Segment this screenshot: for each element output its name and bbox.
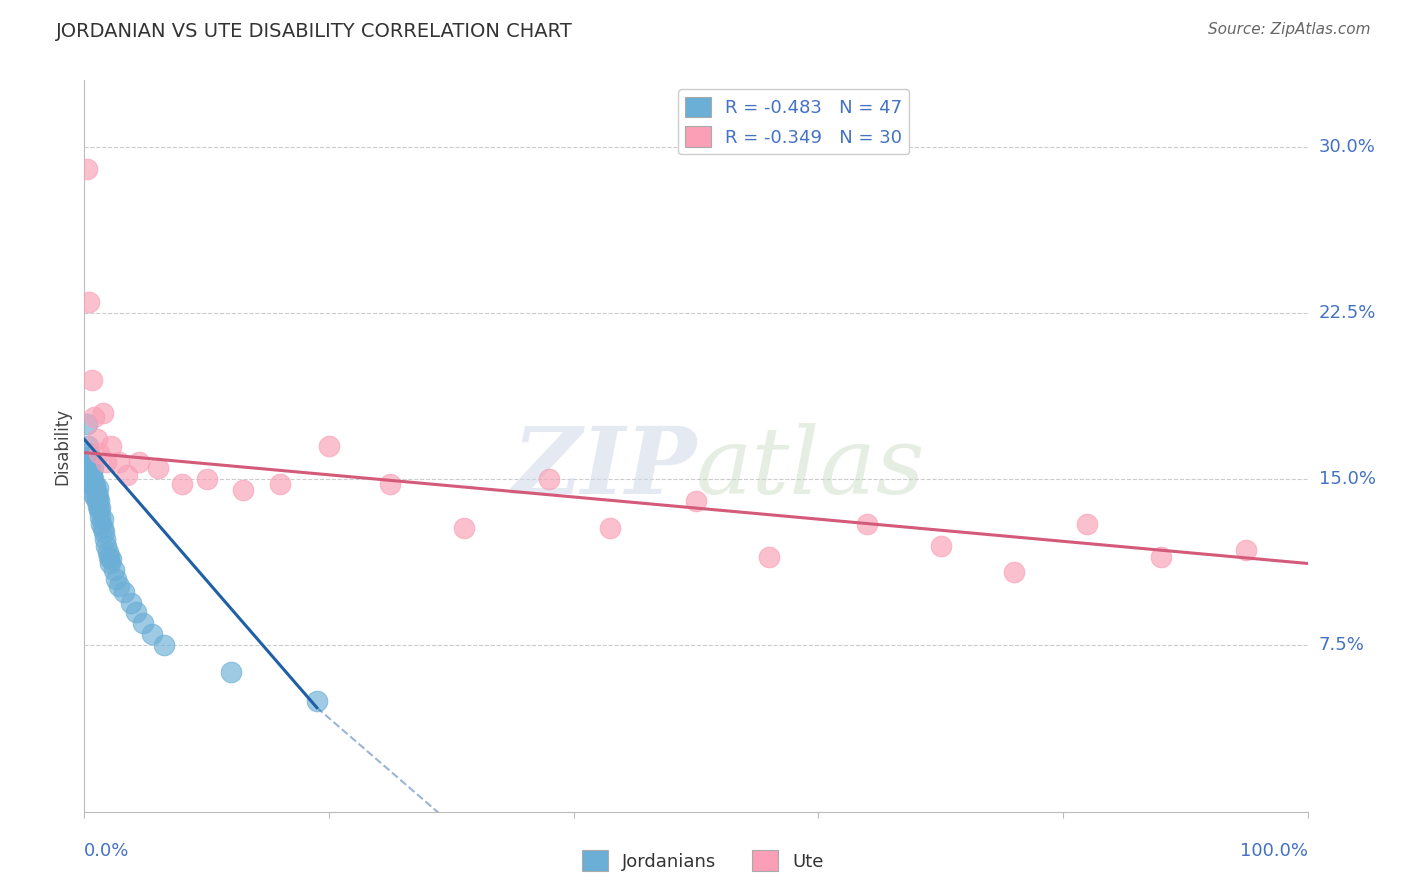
- Point: [172, 476, 194, 491]
- Point: [96, 539, 118, 553]
- Point: [87, 481, 110, 495]
- Point: [83, 476, 105, 491]
- Point: [112, 585, 135, 599]
- Point: [153, 639, 176, 653]
- Point: [97, 549, 120, 564]
- Point: [86, 485, 108, 500]
- Point: [105, 572, 128, 586]
- Text: atlas: atlas: [696, 423, 925, 513]
- Point: [76, 417, 98, 431]
- Point: [82, 461, 104, 475]
- Point: [1236, 543, 1258, 558]
- Point: [141, 627, 163, 641]
- Text: JORDANIAN VS UTE DISABILITY CORRELATION CHART: JORDANIAN VS UTE DISABILITY CORRELATION …: [56, 22, 574, 41]
- Text: 30.0%: 30.0%: [1319, 137, 1375, 156]
- Point: [87, 499, 110, 513]
- Point: [79, 461, 101, 475]
- Point: [86, 433, 108, 447]
- Point: [93, 525, 115, 540]
- Point: [91, 512, 114, 526]
- Point: [77, 454, 100, 468]
- Point: [89, 510, 111, 524]
- Point: [77, 439, 100, 453]
- Point: [87, 503, 110, 517]
- Point: [86, 494, 108, 508]
- Point: [87, 445, 110, 459]
- Point: [1150, 549, 1173, 564]
- Point: [94, 532, 117, 546]
- Point: [318, 439, 340, 453]
- Point: [120, 596, 142, 610]
- Point: [128, 454, 150, 468]
- Point: [84, 490, 107, 504]
- Point: [269, 476, 291, 491]
- Text: 7.5%: 7.5%: [1319, 637, 1365, 655]
- Point: [87, 494, 110, 508]
- Point: [125, 605, 148, 619]
- Text: ZIP: ZIP: [512, 423, 696, 513]
- Point: [107, 579, 129, 593]
- Point: [856, 516, 879, 531]
- Point: [80, 476, 103, 491]
- Point: [98, 557, 121, 571]
- Point: [232, 483, 254, 498]
- Point: [87, 490, 110, 504]
- Point: [115, 467, 138, 482]
- Point: [380, 476, 402, 491]
- Text: 0.0%: 0.0%: [84, 842, 129, 860]
- Point: [96, 454, 118, 468]
- Point: [83, 488, 105, 502]
- Point: [538, 472, 561, 486]
- Point: [195, 472, 218, 486]
- Point: [146, 461, 169, 475]
- Point: [79, 461, 101, 475]
- Point: [103, 563, 125, 577]
- Point: [76, 161, 98, 176]
- Text: 15.0%: 15.0%: [1319, 470, 1375, 488]
- Point: [83, 410, 105, 425]
- Point: [107, 454, 129, 468]
- Point: [82, 479, 104, 493]
- Legend: Jordanians, Ute: Jordanians, Ute: [575, 843, 831, 879]
- Point: [84, 479, 107, 493]
- Text: 100.0%: 100.0%: [1240, 842, 1308, 860]
- Text: Source: ZipAtlas.com: Source: ZipAtlas.com: [1208, 22, 1371, 37]
- Point: [1002, 566, 1025, 580]
- Point: [132, 616, 155, 631]
- Point: [77, 450, 100, 464]
- Point: [453, 521, 475, 535]
- Point: [77, 445, 100, 459]
- Point: [929, 539, 952, 553]
- Point: [1076, 516, 1098, 531]
- Point: [90, 516, 112, 531]
- Point: [305, 694, 328, 708]
- Point: [100, 439, 122, 453]
- Point: [79, 450, 101, 464]
- Point: [80, 372, 103, 386]
- Point: [91, 406, 114, 420]
- Point: [219, 665, 242, 679]
- Legend: R = -0.483   N = 47, R = -0.349   N = 30: R = -0.483 N = 47, R = -0.349 N = 30: [678, 89, 910, 154]
- Point: [97, 545, 120, 559]
- Point: [685, 494, 707, 508]
- Point: [100, 552, 122, 566]
- Point: [91, 521, 114, 535]
- Point: [599, 521, 621, 535]
- Point: [89, 501, 111, 516]
- Y-axis label: Disability: Disability: [53, 408, 72, 484]
- Point: [758, 549, 780, 564]
- Point: [80, 467, 103, 482]
- Point: [82, 472, 104, 486]
- Point: [77, 294, 100, 309]
- Text: 22.5%: 22.5%: [1319, 304, 1376, 322]
